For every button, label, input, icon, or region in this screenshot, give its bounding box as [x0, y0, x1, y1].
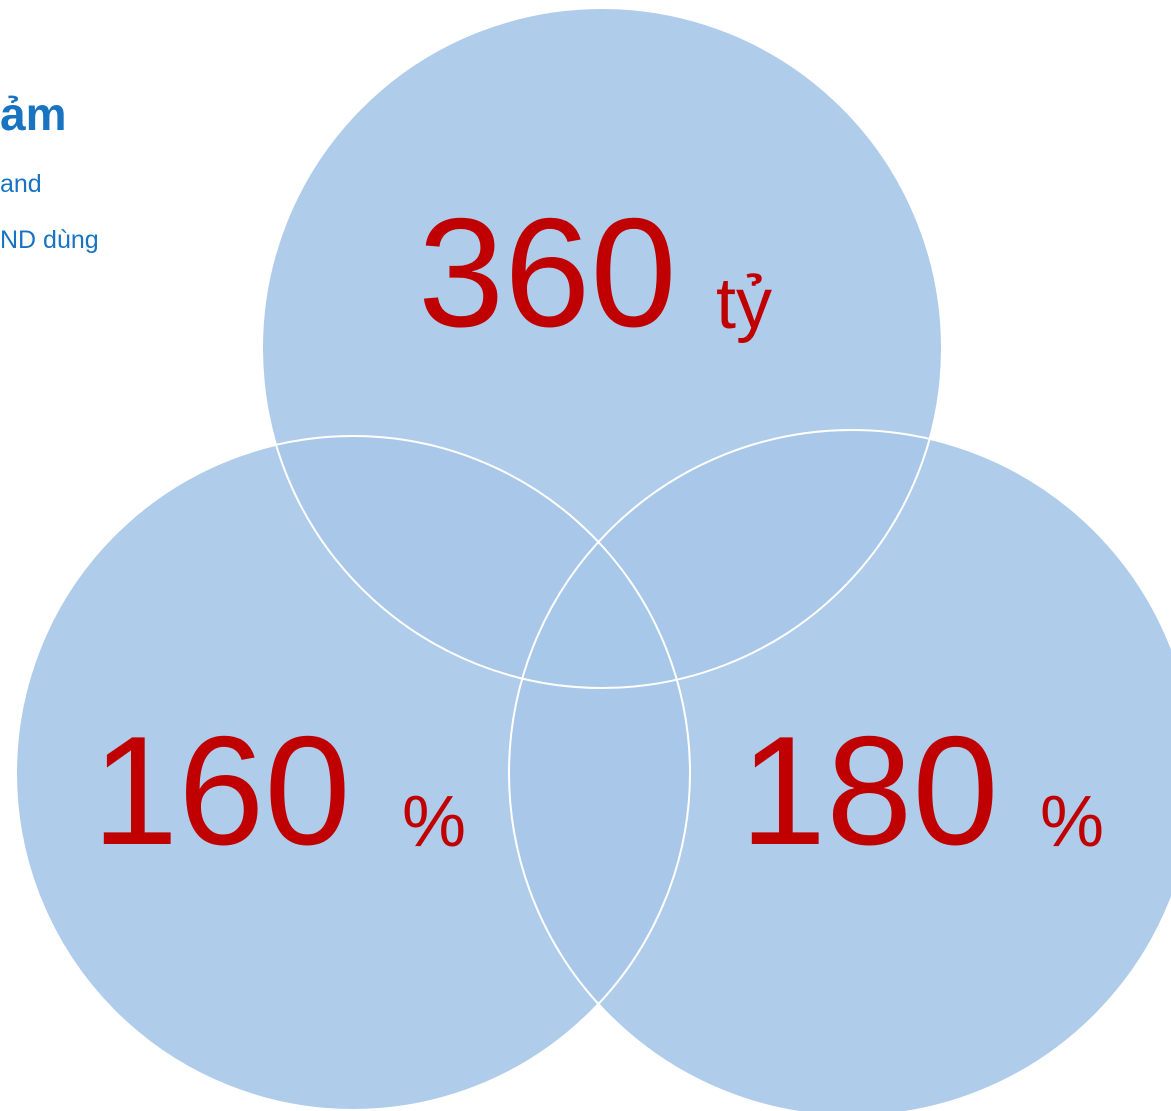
- right-unit: %: [1040, 782, 1104, 862]
- right-value: 180: [740, 704, 999, 877]
- left-unit: %: [402, 782, 466, 862]
- venn-label-left: 160 %: [92, 704, 466, 877]
- venn-circle-fills: [16, 8, 1171, 1111]
- top-value: 360: [418, 186, 677, 359]
- slide-title-fragment: ảm: [0, 88, 67, 140]
- body-text-fragment-1: and: [0, 170, 42, 198]
- venn-outline-top: [261, 7, 943, 689]
- top-unit: tỷ: [716, 264, 772, 344]
- venn-circle-left: [16, 436, 690, 1110]
- venn-outline-left: [15, 435, 691, 1111]
- body-text-fragment-2: ND dùng: [0, 226, 99, 254]
- venn-label-top: 360 tỷ: [418, 186, 772, 359]
- left-value: 160: [92, 704, 351, 877]
- venn-circle-outlines: [15, 7, 1171, 1111]
- venn-label-right: 180 %: [740, 704, 1104, 877]
- venn-outline-right: [508, 429, 1171, 1111]
- venn-circle-right: [509, 430, 1171, 1111]
